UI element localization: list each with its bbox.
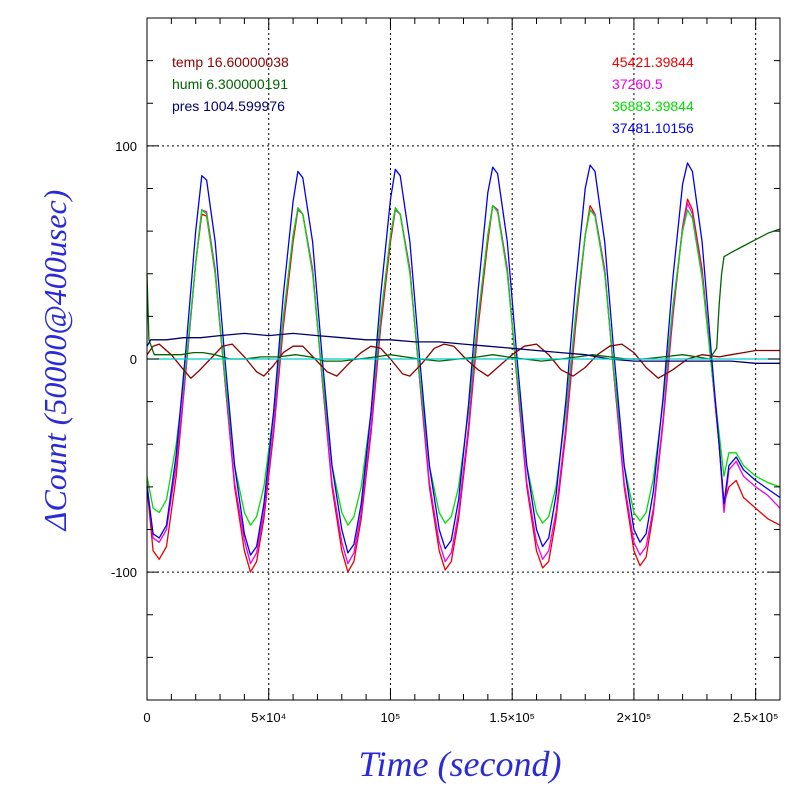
y-tick-label: 0 xyxy=(130,352,137,367)
y-tick-label: -100 xyxy=(111,565,137,580)
legend-value: 37481.10156 xyxy=(612,120,694,136)
x-tick-label: 0 xyxy=(143,710,150,725)
x-tick-label: 1.5×10⁵ xyxy=(489,710,535,725)
series-line xyxy=(146,202,781,565)
series-line xyxy=(146,162,781,556)
series-line xyxy=(146,332,780,364)
x-tick-label: 10⁵ xyxy=(381,710,401,725)
x-tick-label: 2×10⁵ xyxy=(617,710,652,725)
series-line xyxy=(146,228,781,362)
y-tick-label: 100 xyxy=(115,139,137,154)
legend-entry: pres 1004.599976 xyxy=(172,98,285,114)
legend-value: 37260.5 xyxy=(612,76,663,92)
series-line xyxy=(146,204,781,526)
series-line xyxy=(146,343,780,379)
x-tick-label: 2.5×10⁵ xyxy=(733,710,779,725)
series-group xyxy=(146,162,781,573)
legend-value: 45421.39844 xyxy=(612,54,694,70)
y-axis-title: ΔCount (50000@400usec) xyxy=(37,190,73,533)
legend: temp 16.60000038 humi 6.300000191 pres 100… xyxy=(172,54,694,136)
axis-ticks: 0 5×10⁴ 10⁵ 1.5×10⁵ 2×10⁵ 2.5×10⁵ 100 0 -100 xyxy=(111,18,781,725)
legend-entry: temp 16.60000038 xyxy=(172,54,289,70)
x-axis-title: Time (second) xyxy=(359,744,562,784)
legend-entry: humi 6.300000191 xyxy=(172,76,288,92)
legend-value: 36883.39844 xyxy=(612,98,694,114)
x-tick-label: 5×10⁴ xyxy=(251,710,286,725)
